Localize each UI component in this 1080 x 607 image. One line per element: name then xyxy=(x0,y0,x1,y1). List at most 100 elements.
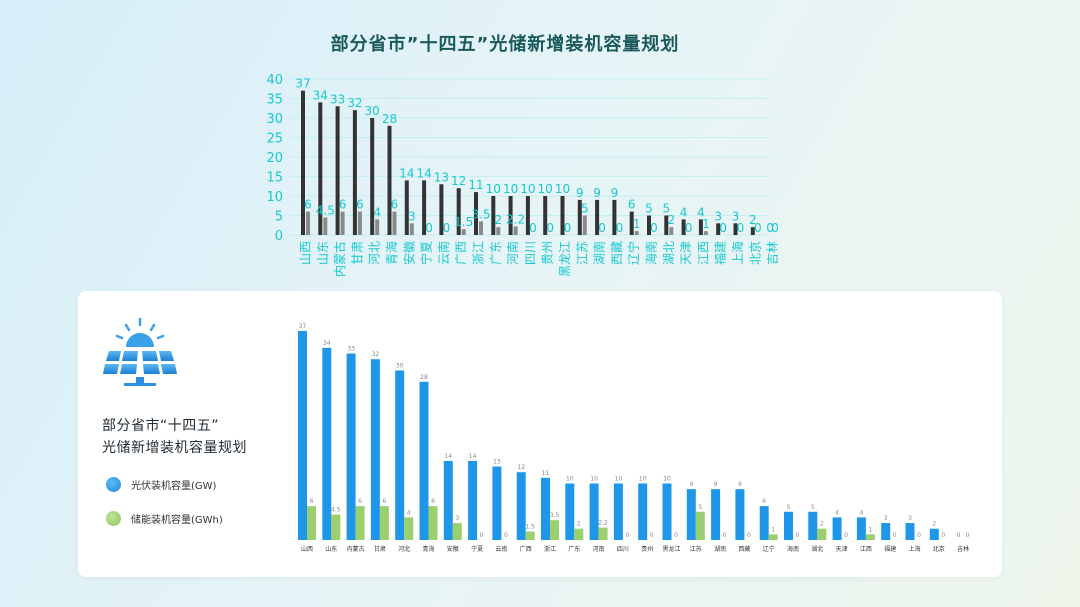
bottom-x-category-label: 天津 xyxy=(836,546,848,553)
bottom-x-category-label: 宁夏 xyxy=(471,545,483,553)
bottom-x-category-label: 江西 xyxy=(860,546,872,553)
top-data-label-pv: 14 xyxy=(416,166,431,180)
top-bar-pv xyxy=(439,184,444,235)
top-bar-pv xyxy=(422,180,427,235)
top-y-tick-label: 5 xyxy=(275,210,283,225)
top-data-label-storage: 0 xyxy=(650,221,658,235)
bottom-data-label-storage: 3 xyxy=(455,515,459,522)
legend-item-pv: 光伏装机容量(GW) xyxy=(106,477,216,492)
top-data-label-pv: 9 xyxy=(576,186,584,200)
bottom-bar-pv xyxy=(735,489,745,540)
bottom-bar-storage xyxy=(379,506,389,540)
top-x-category-label: 河北 xyxy=(368,241,382,265)
top-x-category-label: 河南 xyxy=(505,241,520,265)
top-data-label-storage: 0 xyxy=(598,221,606,235)
bottom-x-category-label: 云南 xyxy=(495,545,507,553)
top-bar-pv xyxy=(318,102,323,236)
top-bar-storage xyxy=(306,211,310,235)
bottom-data-label-storage: 6 xyxy=(382,498,386,505)
top-data-label-pv: 33 xyxy=(330,92,345,106)
bottom-data-label-pv: 10 xyxy=(615,476,623,483)
bottom-data-label-pv: 5 xyxy=(787,504,791,511)
bottom-data-label-pv: 13 xyxy=(493,459,501,466)
bottom-data-label-pv: 4 xyxy=(859,509,863,516)
top-bar-pv xyxy=(387,125,392,235)
bottom-data-label-pv: 3 xyxy=(884,515,888,522)
top-x-category-label: 云南 xyxy=(436,241,451,265)
top-bar-pv xyxy=(491,196,496,235)
bottom-x-category-label: 广西 xyxy=(520,545,532,553)
top-x-category-label: 天津 xyxy=(679,241,693,265)
top-y-tick-label: 35 xyxy=(266,93,283,108)
top-x-category-label: 吉林 xyxy=(766,241,780,265)
bottom-data-label-pv: 34 xyxy=(323,340,331,347)
top-data-label-pv: 5 xyxy=(662,202,670,216)
top-x-category-label: 四川 xyxy=(523,241,537,265)
bottom-data-label-storage: 0 xyxy=(796,532,800,539)
top-bar-pv xyxy=(595,199,600,235)
bottom-x-category-label: 广东 xyxy=(568,545,580,553)
top-bar-pv xyxy=(301,90,305,235)
bottom-bar-pv xyxy=(370,359,380,540)
top-data-label-pv: 10 xyxy=(538,182,553,196)
top-bar-storage xyxy=(409,223,414,235)
bottom-bar-storage xyxy=(550,520,559,540)
top-bar-storage xyxy=(669,227,674,235)
bottom-x-category-label: 上海 xyxy=(908,545,920,553)
bottom-bar-pv xyxy=(784,511,793,540)
top-y-tick-label: 20 xyxy=(266,151,283,166)
top-data-label-pv: 10 xyxy=(503,182,518,196)
top-x-category-label: 西藏 xyxy=(610,241,624,265)
top-data-label-storage: 2 xyxy=(667,213,675,227)
top-y-tick-label: 40 xyxy=(266,73,283,88)
top-x-category-label: 山东 xyxy=(316,241,330,265)
bottom-data-label-pv: 32 xyxy=(372,351,380,358)
bottom-bar-storage xyxy=(695,511,705,540)
bottom-data-label-pv: 12 xyxy=(517,464,525,471)
bottom-bar-storage xyxy=(452,523,462,540)
bottom-data-label-storage: 3.5 xyxy=(550,512,560,519)
top-data-label-pv: 10 xyxy=(520,182,535,196)
bottom-bar-storage xyxy=(525,531,535,540)
top-data-label-storage: 3.5 xyxy=(471,207,490,221)
bottom-bar-storage xyxy=(865,534,875,540)
top-data-label-storage: 1 xyxy=(702,217,710,231)
bottom-data-label-pv: 5 xyxy=(811,504,815,511)
bottom-data-label-storage: 5 xyxy=(698,504,702,511)
bottom-data-label-storage: 1 xyxy=(868,526,872,533)
top-bar-storage xyxy=(634,231,639,235)
top-data-label-pv: 10 xyxy=(486,182,501,196)
top-data-label-storage: 2 xyxy=(494,213,502,227)
top-y-tick-label: 10 xyxy=(266,190,283,205)
top-x-category-label: 海南 xyxy=(644,241,659,265)
bottom-data-label-storage: 4 xyxy=(407,509,411,516)
top-data-label-pv: 12 xyxy=(451,174,466,188)
bottom-bar-pv xyxy=(832,517,842,540)
bottom-bar-pv xyxy=(468,460,478,540)
top-x-category-label: 内蒙古 xyxy=(332,241,347,277)
top-y-tick-label: 25 xyxy=(266,132,283,147)
top-y-tick-label: 0 xyxy=(275,229,283,244)
top-bar-pv xyxy=(750,227,755,235)
top-bar-storage xyxy=(375,219,380,235)
bottom-x-category-label: 北京 xyxy=(933,545,945,553)
bottom-data-label-storage: 0 xyxy=(893,532,897,539)
bottom-x-category-label: 山西 xyxy=(301,545,313,553)
bottom-bar-pv xyxy=(395,370,405,540)
card-title: 部分省市“十四五” 光储新增装机容量规划 xyxy=(102,415,302,459)
top-bar-pv xyxy=(560,196,565,235)
top-bar-storage xyxy=(323,217,328,235)
bottom-data-label-pv: 10 xyxy=(566,476,574,483)
bottom-x-category-label: 浙江 xyxy=(544,545,556,553)
top-bar-storage xyxy=(496,227,501,235)
top-data-label-pv: 3 xyxy=(714,209,722,223)
top-data-label-storage: 4.5 xyxy=(316,203,335,217)
bottom-data-label-storage: 0 xyxy=(625,532,629,539)
top-bar-storage xyxy=(461,229,466,235)
bottom-x-category-label: 吉林 xyxy=(957,545,969,553)
top-bar-pv xyxy=(543,196,548,235)
top-x-category-label: 江苏 xyxy=(575,241,589,265)
bottom-bar-pv xyxy=(881,523,891,540)
bottom-bar-pv xyxy=(516,472,526,540)
bottom-data-label-pv: 0 xyxy=(957,532,961,539)
